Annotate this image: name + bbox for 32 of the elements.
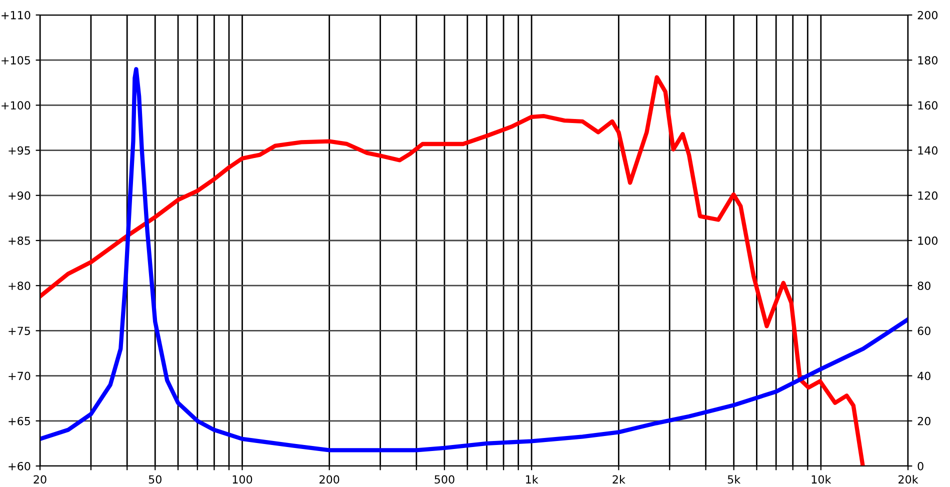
x-tick-label: 100 bbox=[232, 475, 252, 484]
y2-tick-label: 80 bbox=[918, 282, 930, 290]
x-tick-label: 1k bbox=[526, 475, 538, 484]
x-tick-label: 10k bbox=[812, 475, 832, 484]
y-tick-label: +80 bbox=[8, 282, 30, 290]
y2-tick-label: 20 bbox=[918, 416, 930, 426]
y-tick-label: +85 bbox=[8, 236, 30, 245]
y2-tick-label: 0 bbox=[918, 462, 924, 470]
y-tick-label: +65 bbox=[8, 416, 30, 426]
x-tick-label: 20k bbox=[898, 475, 918, 484]
y2-tick-label: 40 bbox=[918, 372, 930, 380]
y-tick-label: +105 bbox=[2, 56, 30, 64]
y2-tick-label: 60 bbox=[918, 326, 930, 336]
y-tick-label: +110 bbox=[2, 10, 30, 20]
y2-tick-label: 120 bbox=[918, 191, 938, 200]
y-tick-label: +90 bbox=[8, 191, 30, 200]
y-tick-label: +100 bbox=[2, 101, 30, 110]
y2-tick-label: 200 bbox=[918, 10, 938, 20]
x-tick-label: 2k bbox=[612, 475, 626, 484]
y-tick-label: +95 bbox=[8, 146, 30, 155]
y-tick-label: +75 bbox=[8, 326, 30, 336]
x-tick-label: 50 bbox=[148, 475, 162, 484]
y-tick-label: +70 bbox=[8, 372, 30, 380]
y2-tick-label: 140 bbox=[918, 146, 938, 155]
x-tick-label: 200 bbox=[320, 475, 340, 484]
y2-tick-label: 180 bbox=[918, 56, 938, 64]
x-tick-label: 500 bbox=[434, 475, 454, 484]
x-tick-label: 20 bbox=[34, 475, 46, 484]
y-tick-label: +60 bbox=[8, 462, 30, 470]
y2-tick-label: 160 bbox=[918, 101, 938, 110]
y2-tick-label: 100 bbox=[918, 236, 938, 245]
x-tick-label: 5k bbox=[728, 475, 741, 484]
